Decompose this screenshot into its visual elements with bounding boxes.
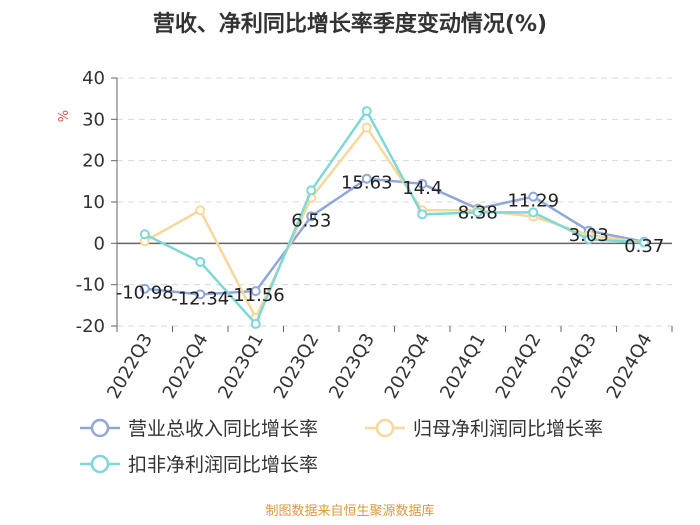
line-chart: -20 -10 0 10 20 30 40% 2022Q3 2022Q4 2023Q1 2023Q2… <box>57 68 673 402</box>
legend-item-netprofit-growth[interactable]: 归母净利润同比增长率 <box>365 414 603 441</box>
deducted-netprofit-growth-point <box>583 234 594 245</box>
y-tick-label: 10 <box>82 192 105 213</box>
y-tick-label: 40 <box>82 68 105 89</box>
legend-item-deducted-netprofit-growth[interactable]: 扣非净利润同比增长率 <box>80 450 318 477</box>
x-tick-label: 2024Q1 <box>436 330 490 402</box>
x-tick-label: 2024Q4 <box>603 330 657 402</box>
y-axis-unit: % <box>57 110 72 122</box>
deducted-netprofit-growth-point <box>472 207 483 218</box>
revenue-growth-point <box>417 178 428 189</box>
revenue-growth-point <box>139 283 150 294</box>
deducted-netprofit-growth-point <box>139 229 150 240</box>
data-label: 11.29 <box>507 191 559 212</box>
legend-label: 扣非净利润同比增长率 <box>128 454 319 476</box>
data-label: 15.63 <box>341 173 393 194</box>
y-tick-label: 20 <box>82 151 105 172</box>
deducted-netprofit-growth-point <box>528 207 539 218</box>
y-tick-label: -20 <box>76 316 105 337</box>
deducted-netprofit-growth-point <box>250 318 261 329</box>
legend-item-revenue-growth[interactable]: 营业总收入同比增长率 <box>80 414 318 441</box>
deducted-netprofit-growth-point <box>639 237 650 248</box>
legend-label: 归母净利润同比增长率 <box>413 418 604 440</box>
data-label: 14.4 <box>402 178 442 199</box>
deducted-netprofit-growth-point <box>417 209 428 220</box>
x-tick-label: 2023Q2 <box>270 330 324 402</box>
data-label-layer: -10.98-12.34-11.56 6.53 15.63 14.4 8.38 11.29… <box>116 173 665 310</box>
y-tick-label: 30 <box>82 109 105 130</box>
x-tick-label: 2023Q4 <box>381 330 435 402</box>
legend-marker-icon <box>365 418 405 437</box>
series-layer <box>139 106 650 329</box>
deducted-netprofit-growth-point <box>306 185 317 196</box>
x-tick-label: 2022Q3 <box>103 330 157 402</box>
data-label: -10.98 <box>116 283 174 304</box>
data-label: -11.56 <box>227 285 285 306</box>
legend-marker-icon <box>80 418 120 437</box>
legend-label: 营业总收入同比增长率 <box>128 418 319 440</box>
data-label: 6.53 <box>291 210 331 231</box>
deducted-netprofit-growth-point <box>195 256 206 267</box>
legend-marker-icon <box>80 454 120 473</box>
x-tick-label: 2023Q3 <box>325 330 379 402</box>
data-label: -12.34 <box>171 288 229 309</box>
netprofit-growth-point <box>361 122 372 133</box>
netprofit-growth-point <box>195 205 206 216</box>
x-tick-label: 2024Q3 <box>547 330 601 402</box>
deducted-netprofit-growth-line <box>144 109 645 326</box>
y-tick-label: 0 <box>94 233 105 254</box>
revenue-growth-point <box>250 286 261 297</box>
data-label: 8.38 <box>458 203 498 224</box>
source-note: 制图数据来自恒生聚源数据库 <box>265 504 435 519</box>
deducted-netprofit-growth-point <box>361 106 372 117</box>
chart-title: 营收、净利同比增长率季度变动情况(%) <box>152 12 548 37</box>
x-tick-label: 2023Q1 <box>214 330 268 402</box>
x-tick-label: 2022Q4 <box>159 330 213 402</box>
revenue-growth-point <box>306 211 317 222</box>
revenue-growth-point <box>361 173 372 184</box>
data-label: 0.37 <box>624 236 664 257</box>
data-label: 3.03 <box>569 225 609 246</box>
x-tick-label: 2024Q2 <box>492 330 546 402</box>
revenue-growth-point <box>528 191 539 202</box>
y-tick-label: -10 <box>76 275 105 296</box>
revenue-growth-point <box>195 289 206 300</box>
